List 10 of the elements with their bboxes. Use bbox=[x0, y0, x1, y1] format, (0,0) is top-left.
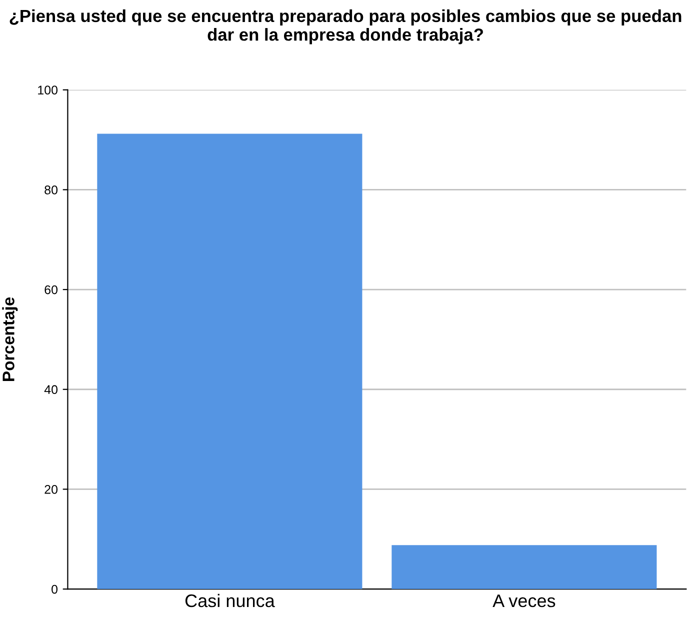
y-tick-label: 40 bbox=[44, 385, 58, 394]
x-tick-label: Casi nunca bbox=[185, 594, 275, 608]
y-axis-title: Porcentaje bbox=[2, 297, 18, 381]
y-tick-label: 20 bbox=[44, 485, 58, 494]
chart-title: ¿Piensa usted que se encuentra preparado para posibles cambios que se puedan dar en la empresa donde trabaja? bbox=[10, 9, 682, 44]
y-tick-label: 80 bbox=[44, 185, 58, 194]
x-tick-label: A veces bbox=[492, 594, 556, 608]
y-tick-label: 100 bbox=[38, 86, 58, 95]
y-tick-label: 60 bbox=[44, 285, 58, 294]
y-tick-label: 0 bbox=[52, 584, 58, 594]
